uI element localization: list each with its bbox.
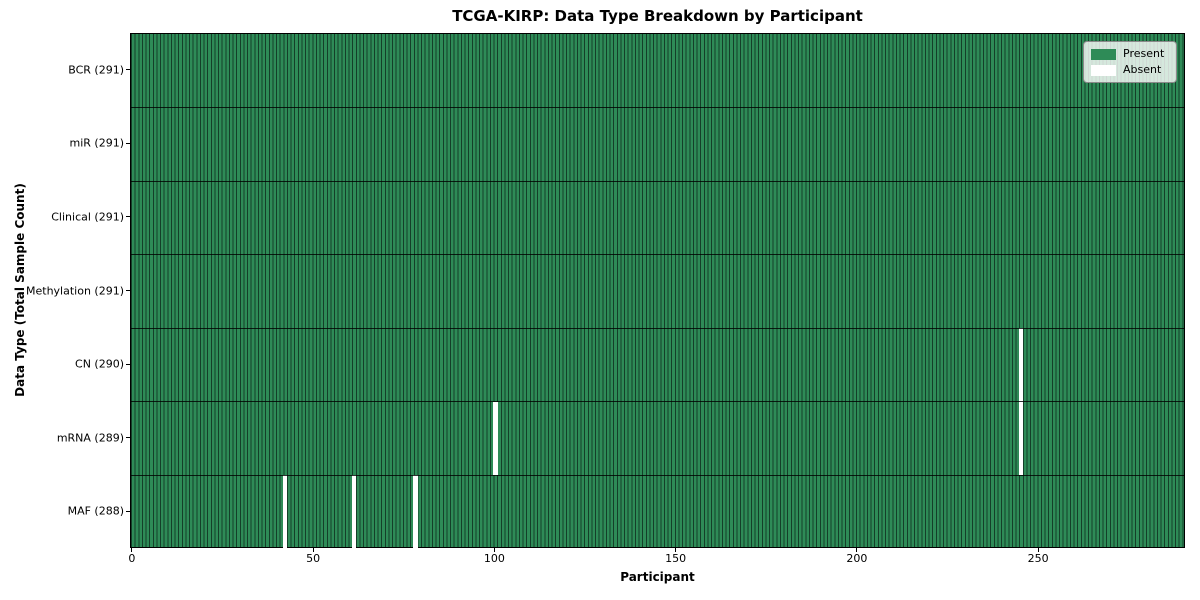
x-tick-mark <box>856 548 858 552</box>
y-tick-label: BCR (291) <box>68 63 124 77</box>
x-tick-label: 50 <box>306 552 321 565</box>
row-divider <box>131 474 1184 476</box>
plot-area <box>130 33 1185 549</box>
x-tick-label: 0 <box>128 552 136 565</box>
absent-gap-CN-245 <box>1018 328 1024 402</box>
absent-gap-MAF-78 <box>413 475 418 549</box>
absent-gap-mRNA-100 <box>493 401 498 476</box>
x-tick-mark <box>675 548 677 552</box>
row-divider <box>131 401 1184 403</box>
y-tick-mark <box>126 69 130 71</box>
y-tick-mark <box>126 290 130 291</box>
x-tick-label: 150 <box>665 552 687 565</box>
legend: Present Absent <box>1083 41 1177 83</box>
y-tick-label: Clinical (291) <box>51 210 124 224</box>
y-tick-mark <box>126 437 130 439</box>
y-tick-label: mRNA (289) <box>56 431 124 445</box>
legend-item: Present <box>1091 48 1169 60</box>
row-divider <box>131 107 1184 109</box>
y-tick-label: MAF (288) <box>67 504 124 518</box>
x-tick-label: 100 <box>483 552 505 565</box>
y-tick-mark <box>126 363 130 365</box>
y-tick-label: CN (290) <box>75 357 124 371</box>
y-axis-label: Data Type (Total Sample Count) <box>13 183 27 397</box>
x-tick-mark <box>312 548 314 552</box>
legend-item-label: Absent <box>1123 63 1162 76</box>
chart-title: TCGA-KIRP: Data Type Breakdown by Partic… <box>452 7 863 25</box>
present-swatch <box>1091 48 1116 60</box>
x-tick-mark <box>1037 548 1039 552</box>
x-tick-mark <box>493 548 495 552</box>
absent-gap-MAF-61 <box>351 475 357 549</box>
y-tick-mark <box>126 510 130 512</box>
y-tick-mark <box>126 142 130 144</box>
row-divider <box>131 180 1184 182</box>
row-divider <box>131 327 1184 329</box>
x-tick-label: 200 <box>846 552 868 565</box>
legend-item-label: Present <box>1123 47 1165 60</box>
row-divider <box>131 254 1184 256</box>
absent-gap-mRNA-245 <box>1018 401 1024 476</box>
x-axis-label: Participant <box>620 570 695 584</box>
y-tick-label: miR (291) <box>69 136 125 150</box>
x-tick-mark <box>131 548 133 552</box>
y-tick-mark <box>126 216 130 218</box>
absent-gap-MAF-42 <box>282 475 288 549</box>
y-tick-label: Methylation (291) <box>26 284 124 297</box>
absent-swatch <box>1091 64 1116 76</box>
legend-item: Absent <box>1091 64 1169 76</box>
x-tick-label: 250 <box>1027 552 1049 565</box>
